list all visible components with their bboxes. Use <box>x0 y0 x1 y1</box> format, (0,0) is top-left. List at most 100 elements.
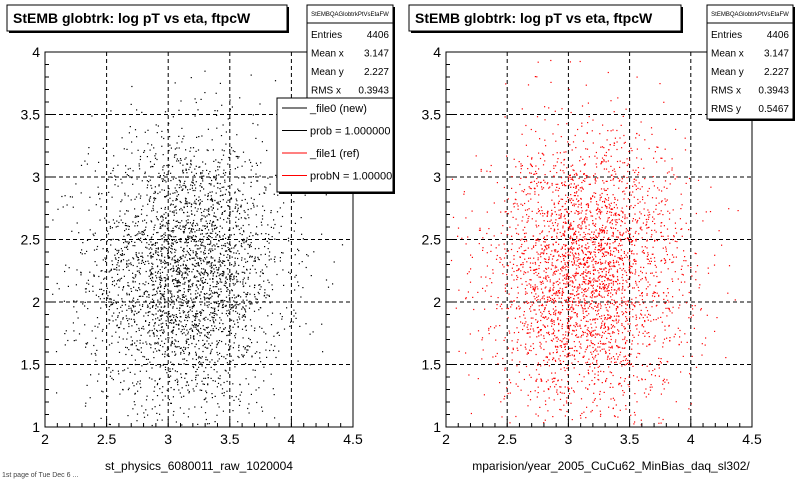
scatter-point <box>148 311 150 313</box>
scatter-point <box>186 201 188 203</box>
scatter-point <box>208 214 211 216</box>
scatter-point <box>170 230 172 232</box>
scatter-point <box>160 262 162 264</box>
scatter-point <box>128 241 130 243</box>
scatter-point <box>176 225 178 227</box>
scatter-point <box>216 371 218 373</box>
scatter-point <box>211 228 213 230</box>
scatter-point <box>558 322 560 325</box>
scatter-point <box>627 359 629 361</box>
scatter-point <box>201 365 203 367</box>
scatter-point <box>588 116 590 118</box>
scatter-point <box>193 257 195 259</box>
scatter-point <box>638 331 640 333</box>
scatter-point <box>582 140 585 142</box>
scatter-point <box>189 254 191 256</box>
scatter-point <box>110 298 112 300</box>
scatter-point <box>230 147 233 149</box>
scatter-point <box>66 204 68 206</box>
scatter-point <box>144 219 146 221</box>
scatter-point <box>617 199 619 201</box>
scatter-point <box>629 237 632 239</box>
scatter-point <box>610 268 612 270</box>
scatter-point <box>105 301 107 303</box>
scatter-point <box>80 252 82 254</box>
scatter-point <box>158 303 161 305</box>
scatter-point <box>258 284 260 286</box>
scatter-point <box>170 342 173 344</box>
scatter-point <box>186 329 188 331</box>
scatter-point <box>535 369 538 371</box>
scatter-point <box>190 160 192 162</box>
scatter-point <box>252 122 254 125</box>
scatter-point <box>153 288 155 290</box>
scatter-point <box>590 280 592 282</box>
scatter-point <box>237 204 239 206</box>
scatter-point <box>174 255 176 257</box>
scatter-point <box>161 238 163 240</box>
scatter-point <box>212 286 214 288</box>
scatter-point <box>495 355 497 357</box>
scatter-point <box>187 192 189 194</box>
scatter-point <box>247 252 249 255</box>
scatter-point <box>138 259 140 261</box>
scatter-point <box>127 210 129 212</box>
scatter-point <box>238 398 240 400</box>
scatter-point <box>154 250 157 252</box>
scatter-point <box>530 284 532 286</box>
scatter-point <box>191 283 193 285</box>
scatter-point <box>554 292 556 294</box>
scatter-point <box>592 195 594 197</box>
scatter-point <box>625 280 627 282</box>
scatter-point <box>506 283 508 285</box>
scatter-point <box>145 320 147 322</box>
scatter-point <box>200 260 202 262</box>
scatter-point <box>225 296 228 298</box>
scatter-point <box>152 166 154 168</box>
scatter-point <box>199 203 201 205</box>
scatter-point <box>594 261 596 263</box>
scatter-point <box>527 351 529 354</box>
scatter-point <box>136 383 138 385</box>
scatter-point <box>219 378 221 380</box>
scatter-point <box>301 233 303 235</box>
scatter-point <box>242 346 245 348</box>
scatter-point <box>536 296 538 298</box>
scatter-point <box>156 330 159 332</box>
scatter-point <box>124 246 126 248</box>
scatter-point <box>181 304 183 306</box>
scatter-point <box>171 165 174 168</box>
scatter-point <box>605 351 607 354</box>
scatter-point <box>201 135 203 137</box>
scatter-point <box>228 309 230 311</box>
scatter-point <box>229 211 232 213</box>
scatter-point <box>217 294 220 296</box>
scatter-point <box>654 260 656 262</box>
scatter-point <box>204 346 206 348</box>
scatter-point <box>192 223 194 225</box>
scatter-point <box>605 273 607 275</box>
scatter-point <box>589 236 592 239</box>
scatter-point <box>601 336 603 339</box>
scatter-point <box>241 271 243 273</box>
scatter-point <box>191 187 193 189</box>
scatter-point <box>203 175 205 177</box>
scatter-point <box>134 305 136 307</box>
scatter-point <box>695 366 698 368</box>
scatter-point <box>547 182 549 184</box>
scatter-point <box>648 393 650 395</box>
scatter-point <box>233 342 235 344</box>
scatter-point <box>153 201 155 203</box>
scatter-point <box>176 378 178 380</box>
scatter-point <box>135 274 137 276</box>
scatter-point <box>503 257 506 259</box>
scatter-point <box>96 248 98 250</box>
scatter-point <box>145 312 147 314</box>
scatter-point <box>229 244 231 246</box>
scatter-point <box>649 386 651 388</box>
scatter-point <box>563 258 565 260</box>
scatter-point <box>581 210 583 212</box>
scatter-point <box>615 308 617 310</box>
scatter-point <box>235 226 238 228</box>
scatter-point <box>259 288 261 290</box>
